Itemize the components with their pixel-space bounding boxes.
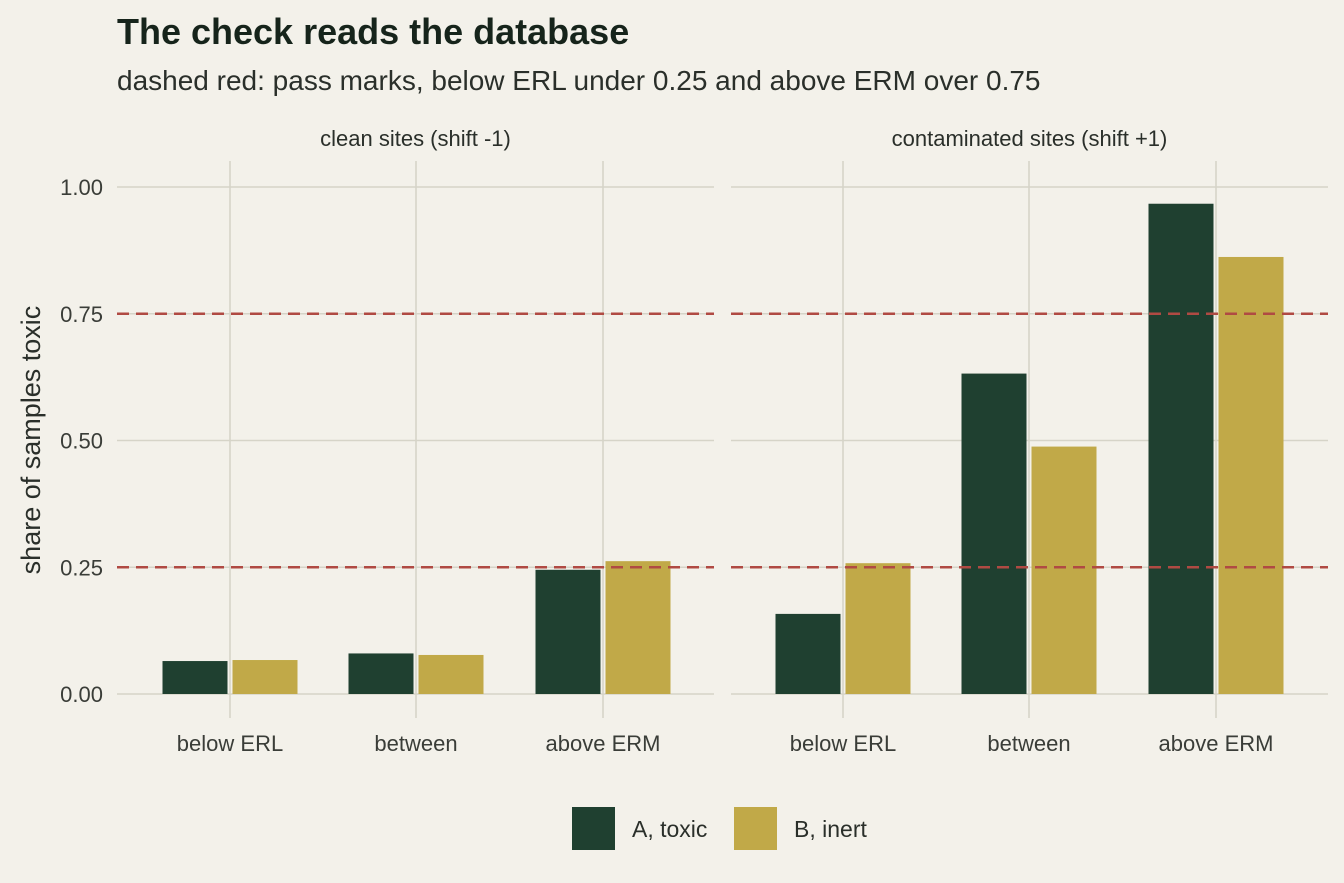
panels: clean sites (shift -1) below ERL between ab… [117, 126, 1328, 756]
y-tick-label: 0.75 [60, 302, 103, 327]
y-tick-label: 1.00 [60, 175, 103, 200]
panel-strip-label: contaminated sites (shift +1) [892, 126, 1168, 151]
bar-a-toxic-between [961, 373, 1027, 694]
panel-1: clean sites (shift -1) below ERL between ab… [117, 126, 714, 756]
legend-label: B, inert [794, 816, 867, 842]
bar-b-inert-below-erl [232, 660, 298, 694]
legend-swatch [572, 807, 615, 850]
x-tick-label: between [987, 731, 1070, 756]
bar-b-inert-above-erm [1218, 256, 1284, 694]
bar-b-inert-between [1031, 446, 1097, 694]
legend: A, toxic B, inert [572, 807, 867, 850]
x-tick-label: above ERM [1159, 731, 1274, 756]
x-tick-label: below ERL [790, 731, 896, 756]
x-tick-label: below ERL [177, 731, 283, 756]
y-tick-label: 0.50 [60, 429, 103, 454]
legend-label: A, toxic [632, 816, 707, 842]
legend-item-2: B, inert [734, 807, 867, 850]
y-tick-label: 0.00 [60, 682, 103, 707]
bar-a-toxic-below-erl [775, 613, 841, 694]
chart-subtitle: dashed red: pass marks, below ERL under … [117, 65, 1041, 96]
legend-item-1: A, toxic [572, 807, 707, 850]
bar-a-toxic-between [348, 653, 414, 694]
panel-2: contaminated sites (shift +1) below ERL be… [731, 126, 1328, 756]
bar-b-inert-between [418, 654, 484, 694]
panel-strip-label: clean sites (shift -1) [320, 126, 511, 151]
y-axis-ticks: 0.00 0.25 0.50 0.75 1.00 [60, 175, 103, 707]
bar-b-inert-above-erm [605, 561, 671, 694]
bar-a-toxic-above-erm [535, 569, 601, 694]
y-tick-label: 0.25 [60, 555, 103, 580]
bar-b-inert-below-erl [845, 563, 911, 694]
chart-title: The check reads the database [117, 11, 629, 52]
x-tick-label: above ERM [546, 731, 661, 756]
bar-a-toxic-above-erm [1148, 203, 1214, 694]
bar-a-toxic-below-erl [162, 661, 228, 694]
y-axis-label: share of samples toxic [16, 306, 46, 575]
legend-swatch [734, 807, 777, 850]
x-tick-label: between [374, 731, 457, 756]
